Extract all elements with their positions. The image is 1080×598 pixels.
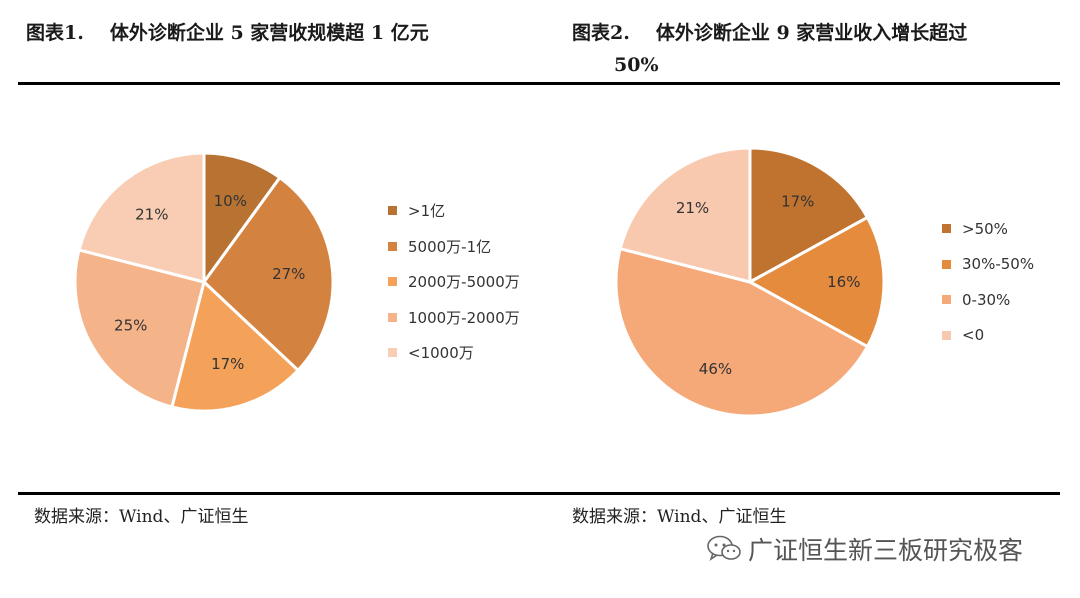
- slice-data-label: 21%: [135, 206, 168, 224]
- watermark-text: 广证恒生新三板研究极客: [748, 536, 1024, 565]
- watermark: 广证恒生新三板研究极客: [706, 531, 1023, 567]
- legend-swatch: [388, 206, 397, 216]
- figure1-source: 数据来源：Wind、广证恒生: [34, 507, 249, 527]
- pie-slice: [73, 248, 206, 409]
- bottom-rule: [18, 492, 1060, 495]
- pie-slice: [618, 146, 752, 284]
- legend-label: <1000万: [408, 344, 474, 363]
- pie-chart-revenue-scale: 10% 27% 17% 25% 21%: [73, 151, 335, 413]
- legend-item: 30%-50%: [942, 247, 1034, 283]
- slice-data-label: 27%: [272, 265, 305, 283]
- figure2-source: 数据来源：Wind、广证恒生: [572, 507, 787, 527]
- legend-label: >1亿: [408, 202, 446, 221]
- legend-swatch: [942, 295, 951, 305]
- pie-slice: [202, 151, 282, 287]
- legend-item: <0: [942, 318, 1034, 354]
- slice-data-label: 17%: [211, 355, 244, 373]
- figure2-title: 图表2. 体外诊断企业 9 家营业收入增长超过: [572, 18, 967, 45]
- legend-swatch: [388, 312, 397, 322]
- pie-chart-revenue-growth: 17% 16% 46% 21%: [614, 146, 886, 418]
- slice-data-label: 17%: [781, 192, 814, 210]
- legend-swatch: [388, 348, 397, 358]
- slice-data-label: 16%: [827, 273, 860, 291]
- legend-item: 5000万-1亿: [388, 229, 520, 265]
- slice-data-label: 21%: [676, 199, 709, 217]
- legend-swatch: [942, 259, 951, 269]
- pie-slice: [748, 146, 870, 285]
- figure1-title-text: 体外诊断企业 5 家营收规模超 1 亿元: [109, 22, 429, 44]
- figure2-title-text: 体外诊断企业 9 家营业收入增长超过: [655, 22, 968, 44]
- slice-data-label: 10%: [214, 192, 247, 210]
- pie-slice: [170, 279, 301, 413]
- legend-label: 1000万-2000万: [408, 308, 520, 327]
- figure1-title: 图表1. 体外诊断企业 5 家营收规模超 1 亿元: [26, 18, 429, 45]
- top-rule: [18, 82, 1060, 85]
- pie-slice: [614, 246, 870, 418]
- pie-slice: [202, 175, 335, 373]
- legend-item: 1000万-2000万: [388, 300, 520, 336]
- figure2-label: 图表2.: [572, 22, 630, 44]
- chart1-legend: >1亿 5000万-1亿 2000万-5000万 1000万-2000万 <1000万: [388, 193, 520, 371]
- legend-item: <1000万: [388, 335, 520, 371]
- legend-item: >1亿: [388, 193, 520, 229]
- slice-data-label: 25%: [114, 316, 147, 334]
- legend-item: 0-30%: [942, 282, 1034, 318]
- legend-item: 2000万-5000万: [388, 264, 520, 300]
- legend-swatch: [942, 330, 951, 340]
- chart2-legend: >50% 30%-50% 0-30% <0: [942, 211, 1034, 353]
- figure1-label: 图表1.: [26, 22, 84, 44]
- legend-swatch: [388, 277, 397, 287]
- legend-label: 5000万-1亿: [408, 237, 492, 256]
- legend-label: >50%: [962, 219, 1008, 238]
- legend-swatch: [388, 241, 397, 251]
- pie-slice: [77, 151, 206, 284]
- legend-swatch: [942, 224, 951, 234]
- figure2-title-line2: 50%: [614, 54, 659, 76]
- pie-slice: [746, 215, 886, 349]
- slice-data-label: 46%: [699, 360, 732, 378]
- wechat-icon: [707, 535, 741, 561]
- legend-label: 0-30%: [962, 290, 1011, 309]
- legend-label: 2000万-5000万: [408, 273, 520, 292]
- legend-label: <0: [962, 326, 985, 345]
- legend-label: 30%-50%: [962, 255, 1035, 274]
- legend-item: >50%: [942, 211, 1034, 247]
